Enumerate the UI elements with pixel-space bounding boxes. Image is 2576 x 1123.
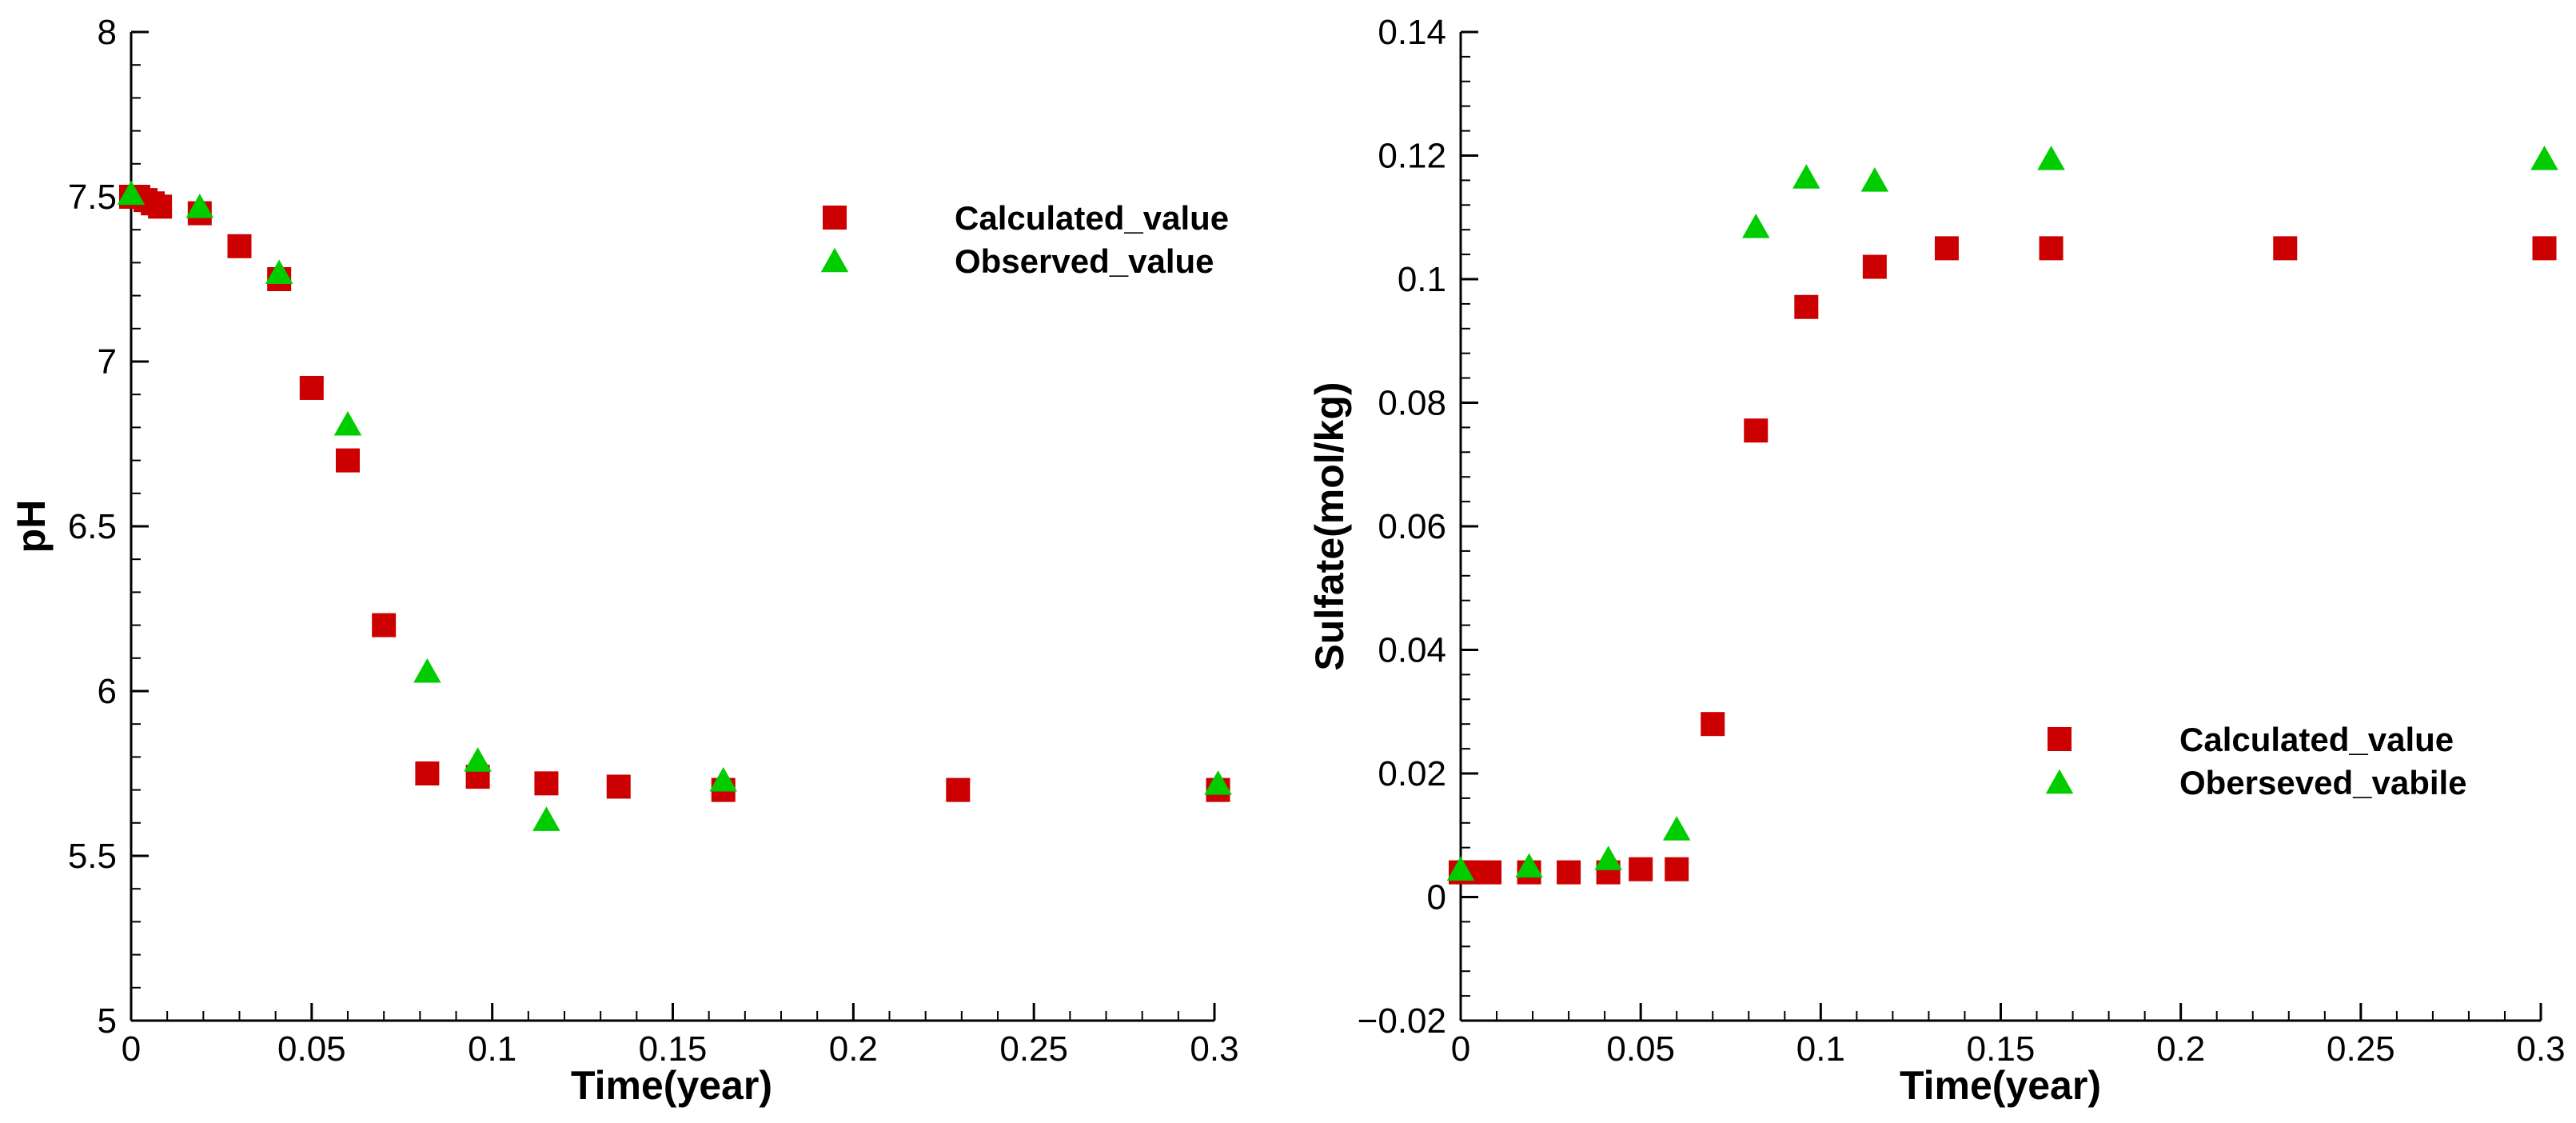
x-tick-label: 0.25	[2327, 1029, 2395, 1069]
y-tick-label: 0.1	[1398, 260, 1446, 299]
observed-point	[1860, 167, 1889, 192]
observed-point	[265, 259, 293, 285]
y-tick-label: 0.04	[1378, 631, 1446, 670]
observed-point	[1515, 853, 1543, 878]
calculated-point	[336, 448, 360, 473]
observed-point	[709, 766, 737, 792]
calculated-point	[1934, 236, 1959, 261]
y-axis-title: Sulfate(mol/kg)	[1307, 382, 1352, 670]
y-tick-label: 0	[1427, 878, 1446, 917]
observed-point	[1662, 816, 1691, 841]
y-tick-label: 5.5	[68, 837, 117, 876]
calculated-point	[2039, 236, 2064, 261]
observed-point	[1446, 856, 1475, 881]
observed-point	[532, 806, 560, 831]
calculated-point	[1477, 860, 1502, 885]
observed-point	[1594, 845, 1622, 870]
calculated-point	[606, 774, 631, 799]
ph-chart: 5 5.5 6 6.5 7 7.5 8 0 0.05 0.1 0.15 0.2 0.25 0.3 Time(…	[9, 13, 1239, 1108]
calculated-point	[1794, 294, 1819, 319]
observed-point	[2037, 146, 2065, 170]
calculated-point	[227, 234, 252, 258]
calculated-point	[148, 194, 173, 219]
y-tick-label: 7.5	[68, 178, 117, 217]
x-tick-label: 0.3	[1190, 1029, 1238, 1069]
legend-calculated-label: Calculated_value	[955, 199, 1229, 237]
x-tick-label: 0	[122, 1029, 141, 1069]
y-tick-label: 5	[98, 1001, 117, 1041]
y-tick-label: 0.14	[1378, 13, 1446, 52]
observed-point	[464, 747, 492, 772]
x-tick-label: 0.2	[829, 1029, 878, 1069]
y-tick-label: 0.02	[1378, 754, 1446, 793]
legend-observed-label: Oberseved_vabile	[2179, 764, 2467, 801]
x-tick-label: 0	[1451, 1029, 1470, 1069]
legend-observed-marker	[820, 247, 849, 273]
observed-point	[117, 180, 146, 206]
observed-point	[2530, 146, 2558, 170]
observed-point	[333, 411, 362, 436]
observed-point	[413, 658, 441, 683]
y-tick-label: 6.5	[68, 507, 117, 546]
y-axis-title: pH	[9, 500, 54, 554]
x-axis-title: Time(year)	[571, 1063, 772, 1108]
x-tick-label: 0.1	[1796, 1029, 1845, 1069]
x-tick-label: 0.1	[468, 1029, 516, 1069]
legend-observed-label: Observed_value	[955, 242, 1214, 280]
legend-calculated-marker	[823, 206, 847, 230]
x-tick-label: 0.15	[1967, 1029, 2036, 1069]
legend-calculated-label: Calculated_value	[2179, 721, 2454, 758]
calculated-point	[534, 771, 559, 796]
observed-point	[1792, 164, 1820, 189]
x-tick-label: 0.05	[277, 1029, 346, 1069]
y-tick-label: 0.06	[1378, 507, 1446, 546]
x-tick-label: 0.25	[999, 1029, 1068, 1069]
observed-point	[185, 194, 214, 218]
x-tick-label: 0.3	[2516, 1029, 2565, 1069]
calculated-point	[2532, 236, 2557, 261]
legend-observed-marker	[2045, 769, 2074, 794]
y-tick-label: 0.12	[1378, 137, 1446, 176]
x-axis-title: Time(year)	[1900, 1063, 2101, 1108]
y-tick-label: 0.08	[1378, 384, 1446, 423]
legend-calculated-marker	[2048, 727, 2072, 751]
observed-point	[1204, 770, 1232, 795]
x-tick-label: 0.05	[1606, 1029, 1675, 1069]
calculated-point	[1557, 860, 1581, 885]
calculated-point	[415, 761, 440, 785]
y-tick-label: 8	[98, 13, 117, 52]
calculated-point	[1665, 857, 1689, 881]
calculated-point	[1744, 418, 1769, 443]
y-tick-label: 7	[98, 342, 117, 382]
x-tick-label: 0.2	[2156, 1029, 2205, 1069]
calculated-point	[2273, 236, 2298, 261]
calculated-point	[1629, 857, 1653, 881]
calculated-point	[372, 613, 397, 637]
calculated-point	[1862, 254, 1887, 279]
calculated-point	[946, 777, 971, 802]
x-tick-label: 0.15	[639, 1029, 708, 1069]
y-tick-label: −0.02	[1358, 1001, 1446, 1041]
observed-point	[1742, 214, 1770, 238]
calculated-point	[1701, 712, 1725, 737]
calculated-point	[299, 375, 324, 400]
y-tick-label: 6	[98, 672, 117, 711]
